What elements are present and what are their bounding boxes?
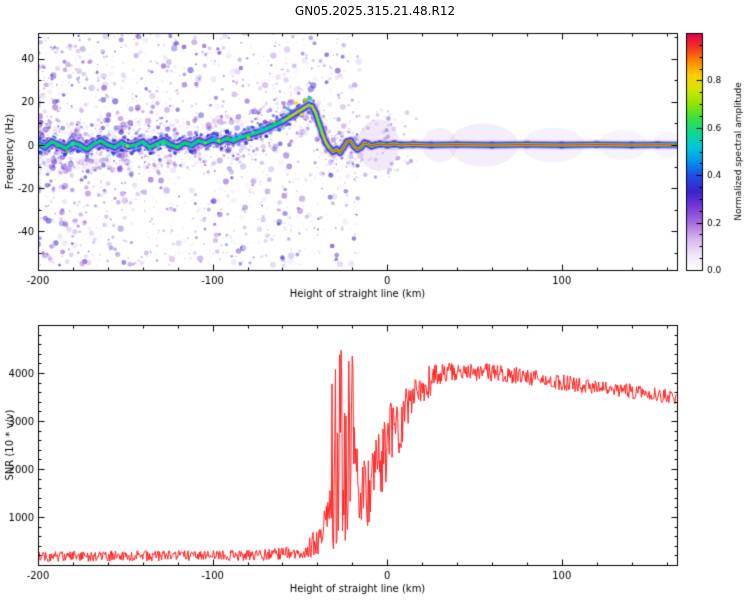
snr-panel	[0, 310, 750, 600]
spectrogram-panel	[0, 0, 750, 310]
